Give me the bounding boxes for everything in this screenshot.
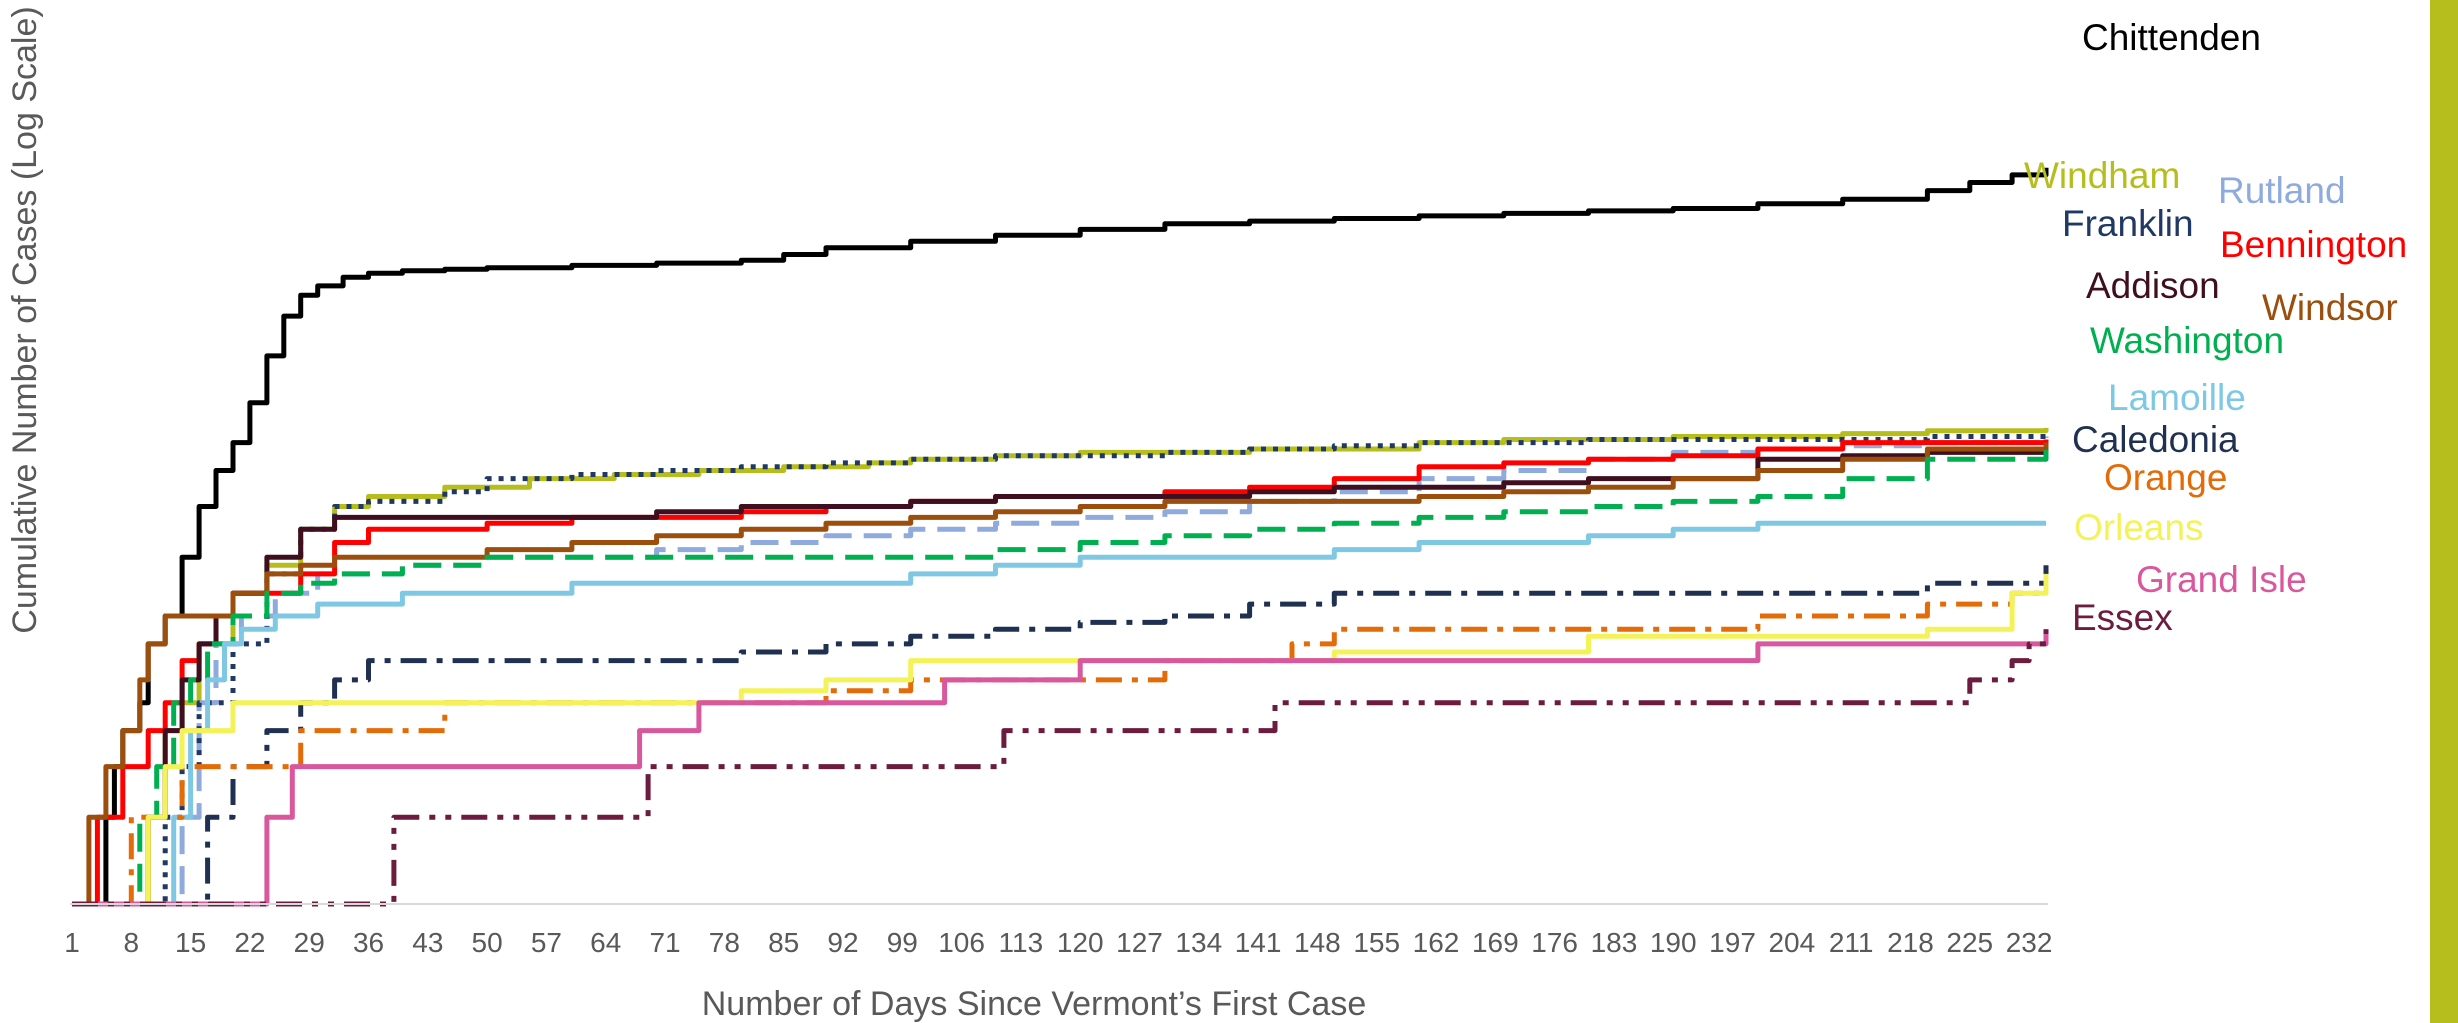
x-tick-label: 15 — [175, 927, 206, 958]
series-label-addison: Addison — [2086, 265, 2220, 306]
x-tick-label: 106 — [938, 927, 985, 958]
series-line-essex — [72, 629, 2049, 907]
series-line-lamoille — [72, 520, 2046, 907]
series-label-rutland: Rutland — [2218, 170, 2346, 211]
series-label-chittenden: Chittenden — [2082, 17, 2261, 58]
x-tick-label: 211 — [1829, 927, 1874, 958]
x-tick-label: 8 — [124, 927, 140, 958]
x-tick-label: 183 — [1591, 927, 1638, 958]
accent-side-bar — [2430, 0, 2458, 1023]
x-tick-label: 190 — [1650, 927, 1697, 958]
series-line-grand-isle — [72, 629, 2049, 907]
x-tick-label: 162 — [1413, 927, 1460, 958]
x-tick-label: 99 — [887, 927, 918, 958]
x-tick-label: 169 — [1472, 927, 1519, 958]
x-tick-label: 64 — [590, 927, 621, 958]
x-tick-label: 141 — [1235, 927, 1282, 958]
series-label-caledonia: Caledonia — [2072, 419, 2239, 460]
x-tick-label: 43 — [412, 927, 443, 958]
series-line-orange — [72, 583, 2049, 907]
x-tick-label: 57 — [531, 927, 562, 958]
series-label-essex: Essex — [2072, 597, 2173, 638]
x-tick-label: 78 — [709, 927, 740, 958]
series-label-lamoille: Lamoille — [2108, 377, 2246, 418]
x-tick-label: 176 — [1531, 927, 1578, 958]
x-tick-label: 225 — [1946, 927, 1993, 958]
x-tick-label: 232 — [2006, 927, 2053, 958]
series-label-windham: Windham — [2024, 155, 2180, 196]
x-tick-label: 1 — [64, 927, 80, 958]
x-tick-label: 22 — [234, 927, 265, 958]
series-label-grand-isle: Grand Isle — [2136, 559, 2307, 600]
series-label-franklin: Franklin — [2062, 203, 2194, 244]
series-labels: Chittenden Windham Rutland Franklin Benningt… — [2024, 17, 2407, 638]
x-axis-title: Number of Days Since Vermont’s First Cas… — [702, 985, 1367, 1023]
x-tick-label: 113 — [999, 927, 1044, 958]
series-label-orange: Orange — [2104, 457, 2227, 498]
series-line-orleans — [72, 573, 2049, 907]
x-tick-label: 120 — [1057, 927, 1104, 958]
x-tick-label: 36 — [353, 927, 384, 958]
series-line-bennington — [72, 439, 2049, 907]
x-tick-label: 197 — [1709, 927, 1756, 958]
series-label-bennington: Bennington — [2220, 224, 2407, 265]
series-label-washington: Washington — [2090, 320, 2284, 361]
series-line-franklin — [72, 434, 2046, 907]
series-lines — [72, 167, 2049, 907]
series-line-caledonia — [72, 565, 2049, 907]
x-tick-label: 50 — [472, 927, 503, 958]
x-tick-label: 204 — [1768, 927, 1815, 958]
x-tick-label: 127 — [1116, 927, 1163, 958]
x-tick-label: 148 — [1294, 927, 1341, 958]
x-tick-label: 155 — [1353, 927, 1400, 958]
y-axis-title: Cumulative Number of Cases (Log Scale) — [6, 6, 44, 633]
series-label-windsor: Windsor — [2262, 287, 2398, 328]
x-axis-ticks: 1 8 15 22 29 36 43 50 57 64 71 78 85 92 99 106 113 120 127… — [64, 927, 2052, 958]
x-tick-label: 134 — [1175, 927, 1222, 958]
x-tick-label: 218 — [1887, 927, 1934, 958]
series-line-windsor — [72, 442, 2049, 907]
series-label-orleans: Orleans — [2074, 507, 2204, 548]
x-tick-label: 29 — [294, 927, 325, 958]
x-tick-label: 71 — [649, 927, 680, 958]
x-tick-label: 85 — [768, 927, 799, 958]
x-tick-label: 92 — [827, 927, 858, 958]
series-line-washington — [72, 442, 2049, 907]
